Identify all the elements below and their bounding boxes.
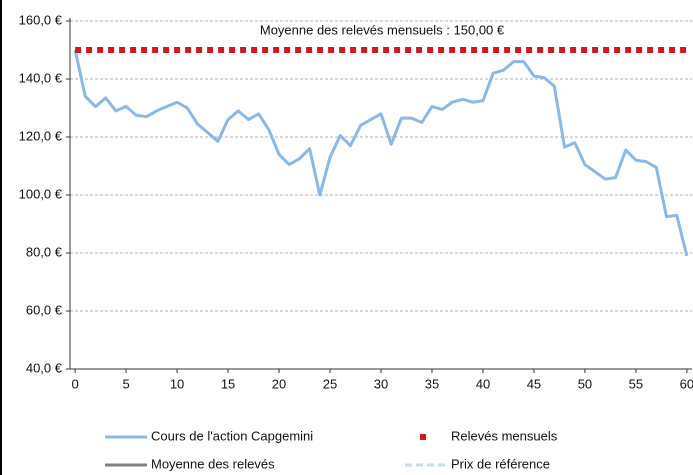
x-tick-label: 0	[71, 376, 78, 391]
x-tick-label: 5	[122, 376, 129, 391]
x-tick-label: 40	[476, 376, 490, 391]
legend-label: Cours de l'action Capgemini	[151, 428, 313, 443]
x-tick-label: 50	[578, 376, 592, 391]
series-line	[73, 49, 689, 257]
y-tick-label: 40,0 €	[26, 360, 63, 375]
y-tick-label: 120,0 €	[19, 128, 63, 143]
x-tick-label: 45	[527, 376, 541, 391]
legend-label: Relevés mensuels	[451, 428, 558, 443]
y-tick-label: 60,0 €	[26, 302, 63, 317]
y-tick-label: 100,0 €	[19, 186, 63, 201]
x-tick-label: 15	[221, 376, 235, 391]
y-tick-label: 140,0 €	[19, 70, 63, 85]
legend-swatch	[420, 434, 426, 440]
annotation: Moyenne des relevés mensuels : 150,00 €	[260, 22, 505, 37]
x-tick-label: 10	[170, 376, 184, 391]
x-tick-label: 55	[629, 376, 643, 391]
x-tick-label: 60	[680, 376, 693, 391]
x-tick-label: 25	[323, 376, 337, 391]
legend-label: Prix de référence	[451, 456, 550, 471]
y-tick-label: 160,0 €	[19, 12, 63, 27]
y-tick-label: 80,0 €	[26, 244, 63, 259]
x-tick-label: 30	[374, 376, 388, 391]
x-tick-label: 20	[272, 376, 286, 391]
legend-label: Moyenne des relevés	[151, 456, 275, 471]
x-tick-label: 35	[425, 376, 439, 391]
